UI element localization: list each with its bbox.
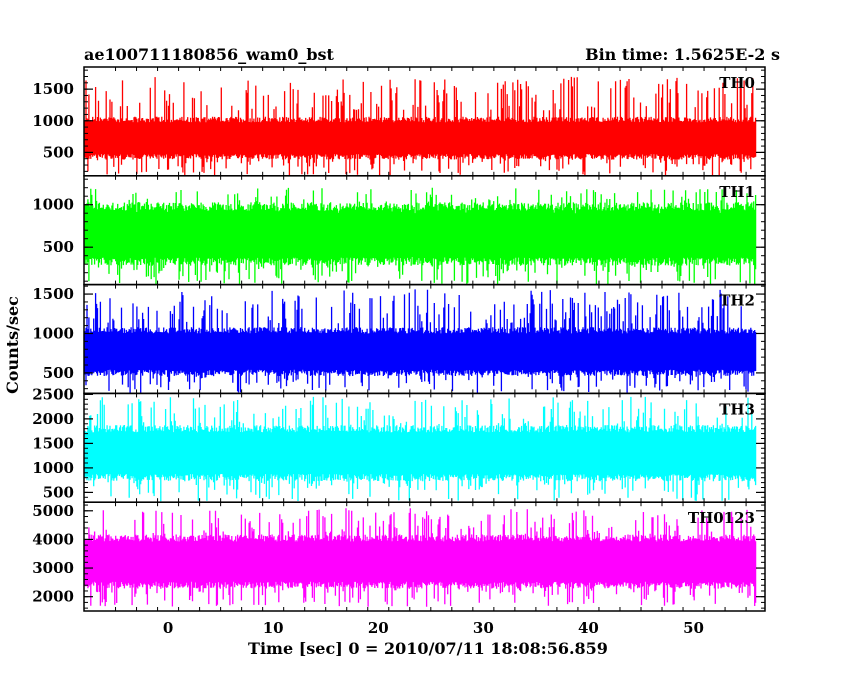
panel-label: TH0123	[688, 509, 755, 527]
bin-time-label: Bin time: 1.5625E-2 s	[585, 45, 780, 64]
series-th3	[84, 396, 757, 502]
panel-th3: 500 1000 1500 2000 2500 TH3	[32, 385, 766, 503]
x-tick-label: 10	[263, 619, 284, 637]
y-axis-label: Counts/sec	[3, 296, 22, 394]
y-tick-label: 2000	[32, 410, 74, 428]
panel-th0: 500 1000 1500 TH0	[32, 66, 766, 177]
panel-label: TH2	[719, 292, 755, 310]
panel-th0123: 2000 3000 4000 5000 TH0123	[32, 501, 766, 612]
series-th2	[84, 289, 757, 393]
y-tick-label: 500	[43, 143, 74, 161]
figure-title: ae100711180856_wam0_bst	[84, 45, 335, 64]
y-tick-label: 4000	[32, 530, 74, 548]
panel-label: TH0	[719, 74, 755, 92]
y-tick-label: 1000	[32, 196, 74, 214]
panel-th1: 500 1000 TH1	[32, 175, 766, 286]
x-axis-label: Time [sec] 0 = 2010/07/11 18:08:56.859	[248, 639, 608, 658]
y-tick-label: 500	[43, 238, 74, 256]
y-tick-label: 2000	[32, 588, 74, 606]
series-th1	[84, 187, 757, 285]
x-tick-label: 40	[578, 619, 599, 637]
x-tick-label: 20	[368, 619, 389, 637]
y-tick-label: 1000	[32, 112, 74, 130]
x-tick-label: 50	[683, 619, 704, 637]
y-tick-label: 1500	[32, 80, 74, 98]
y-tick-label: 1500	[32, 434, 74, 452]
y-tick-label: 3000	[32, 559, 74, 577]
y-tick-label: 1000	[32, 324, 74, 342]
y-tick-label: 500	[43, 483, 74, 501]
panel-label: TH3	[719, 400, 755, 418]
series-th0123	[84, 508, 757, 607]
y-tick-label: 2500	[32, 385, 74, 403]
y-tick-label: 1000	[32, 459, 74, 477]
y-tick-label: 5000	[32, 502, 74, 520]
y-tick-label: 1500	[32, 285, 74, 303]
x-tick-label: 30	[473, 619, 494, 637]
series-th0	[84, 76, 757, 176]
panel-label: TH1	[719, 183, 755, 201]
x-tick-label: 0	[163, 619, 173, 637]
panel-th2: 500 1000 1500 TH2	[32, 283, 766, 395]
y-tick-label: 500	[43, 364, 74, 382]
